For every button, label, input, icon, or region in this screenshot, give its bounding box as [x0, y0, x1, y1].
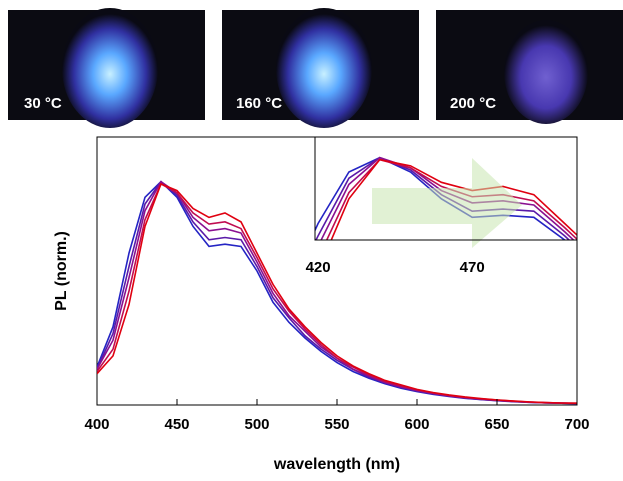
photo: 200 °C: [436, 10, 623, 124]
inset-tick-label: 470: [460, 259, 485, 276]
line: [325, 158, 577, 240]
series-group: [315, 156, 577, 240]
photo-label: 30 °C: [24, 95, 62, 112]
inset-frame: [314, 136, 578, 241]
x-tick-label: 400: [84, 416, 109, 433]
x-axis-label: wavelength (nm): [273, 456, 400, 473]
x-tick-label: 500: [244, 416, 269, 433]
x-tick-label: 550: [324, 416, 349, 433]
photo: 30 °C: [8, 8, 205, 128]
arrow: [372, 158, 522, 248]
inset: 420 470: [306, 136, 578, 276]
x-tick-label: 700: [564, 416, 589, 433]
photo-label: 160 °C: [236, 95, 282, 112]
line: [315, 156, 566, 240]
x-tick-label: 600: [404, 416, 429, 433]
photo: 160 °C: [222, 8, 419, 128]
y-axis-label: PL (norm.): [53, 231, 70, 311]
line: [315, 156, 571, 240]
photo-label: 200 °C: [450, 95, 496, 112]
line: [330, 158, 577, 240]
x-tick-label: 650: [484, 416, 509, 433]
inset-tick-label: 420: [306, 259, 331, 276]
plot: 400 450 500 550 600 650 700 420 470: [84, 136, 590, 433]
x-tick-label: 450: [164, 416, 189, 433]
